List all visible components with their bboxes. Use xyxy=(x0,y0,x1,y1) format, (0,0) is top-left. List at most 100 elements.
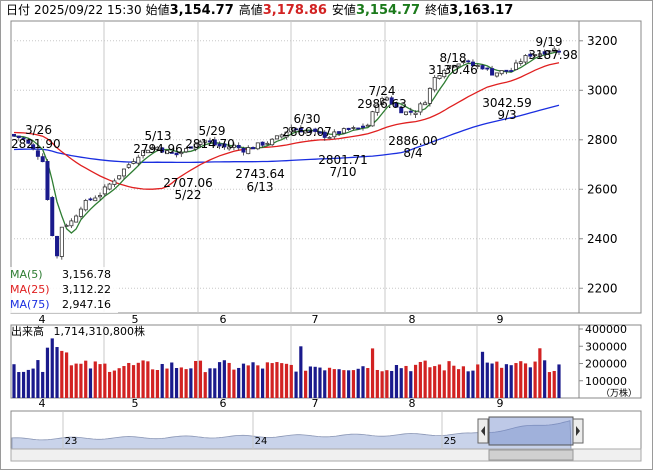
candle-body xyxy=(423,102,428,106)
volume-bar xyxy=(528,367,532,398)
volume-bar xyxy=(60,350,64,398)
year-label: 23 xyxy=(65,436,78,447)
volume-bar xyxy=(98,364,102,398)
candle-body xyxy=(528,53,533,57)
month-label: 8 xyxy=(409,313,416,326)
volume-bar xyxy=(265,362,269,398)
volume-bar xyxy=(270,363,274,398)
annotation-date: 7/24 xyxy=(369,84,396,98)
volume-bar xyxy=(122,366,126,398)
left-arrow-icon xyxy=(481,426,485,436)
candle-body xyxy=(523,55,528,63)
candle-body xyxy=(69,220,74,227)
volume-bar xyxy=(117,368,121,398)
candle-body xyxy=(78,208,83,217)
volume-bar xyxy=(179,367,183,398)
price-tick-label: 2600 xyxy=(587,182,618,196)
volume-bar xyxy=(170,362,174,398)
candle-body xyxy=(289,127,294,133)
month-label: 5 xyxy=(132,397,139,410)
volume-bar xyxy=(347,370,351,398)
annotation-value: 2794.96 xyxy=(133,142,183,156)
volume-bar xyxy=(390,370,394,398)
candle-body xyxy=(26,139,31,144)
volume-bar xyxy=(461,366,465,398)
candle-body xyxy=(35,150,40,157)
candle-body xyxy=(451,64,456,68)
candle-body xyxy=(513,62,518,70)
candle-body xyxy=(494,72,499,77)
open-value: 3,154.77 xyxy=(169,3,234,18)
annotation-date: 6/30 xyxy=(294,112,321,126)
volume-bar xyxy=(504,364,509,398)
volume-bar xyxy=(174,368,179,398)
datetime-value: 2025/09/22 15:30 xyxy=(34,3,142,17)
navigator-scrollbar xyxy=(10,448,642,462)
volume-bar xyxy=(337,369,341,398)
candle-body xyxy=(480,65,485,70)
price-tick-label: 2200 xyxy=(587,281,618,295)
volume-bar xyxy=(361,366,365,398)
volume-bar xyxy=(237,367,241,398)
candle-body xyxy=(509,70,514,72)
candle-body xyxy=(303,130,308,134)
candle-body xyxy=(360,125,365,128)
legend-ma75-label: MA(75) xyxy=(10,298,50,311)
annotation-date: 5/13 xyxy=(145,129,172,143)
candle-body xyxy=(475,65,480,67)
volume-bar xyxy=(480,351,485,398)
annotation-value: 2801.71 xyxy=(318,153,368,167)
volume-bar xyxy=(447,361,451,398)
volume-bar xyxy=(552,370,556,398)
candle-body xyxy=(150,147,155,150)
volume-bar xyxy=(351,370,356,398)
volume-bar xyxy=(184,369,188,398)
candle-body xyxy=(93,197,98,202)
candle-body xyxy=(432,76,437,91)
volume-bar xyxy=(375,369,379,398)
candle-body xyxy=(332,131,337,138)
annotation-value: 2869.07 xyxy=(282,125,332,139)
candle-body xyxy=(384,97,389,101)
right-arrow-icon xyxy=(576,426,580,436)
candle-body xyxy=(141,150,146,156)
volume-bar xyxy=(108,371,112,398)
candle-body xyxy=(284,131,289,138)
volume-bar xyxy=(442,370,446,398)
volume-bar xyxy=(227,362,231,398)
volume-bar xyxy=(160,363,164,398)
volume-bar xyxy=(423,360,427,398)
candle-body xyxy=(365,124,370,127)
candle-body xyxy=(21,137,26,140)
year-label: 24 xyxy=(255,436,268,447)
annotation-date: 5/29 xyxy=(199,124,226,138)
volume-bar xyxy=(409,371,413,398)
candle-body xyxy=(231,144,236,148)
volume-unit: （万株） xyxy=(601,387,637,399)
candle-body xyxy=(251,147,256,150)
candle-body xyxy=(198,141,203,145)
date-label: 日付 xyxy=(6,3,31,17)
volume-bar xyxy=(41,371,45,398)
annotation-value: 3187.98 xyxy=(528,48,578,62)
candle-body xyxy=(370,111,375,127)
volume-bar xyxy=(404,365,408,398)
month-label: 9 xyxy=(497,397,504,410)
volume-bar xyxy=(318,367,322,398)
candle-body xyxy=(45,161,50,201)
volume-bar xyxy=(260,368,265,398)
annotation-date: 5/22 xyxy=(175,188,202,202)
month-label: 4 xyxy=(39,397,46,410)
volume-bar xyxy=(136,362,140,398)
volume-bar xyxy=(256,365,260,398)
candle-body xyxy=(466,60,471,63)
volume-bar xyxy=(433,366,437,398)
candle-body xyxy=(55,235,60,257)
annotation-date: 3/26 xyxy=(25,123,52,137)
volume-bar xyxy=(155,370,160,398)
annotation-value: 3042.59 xyxy=(482,96,532,110)
volume-bar xyxy=(112,370,116,398)
candle-body xyxy=(217,143,222,147)
